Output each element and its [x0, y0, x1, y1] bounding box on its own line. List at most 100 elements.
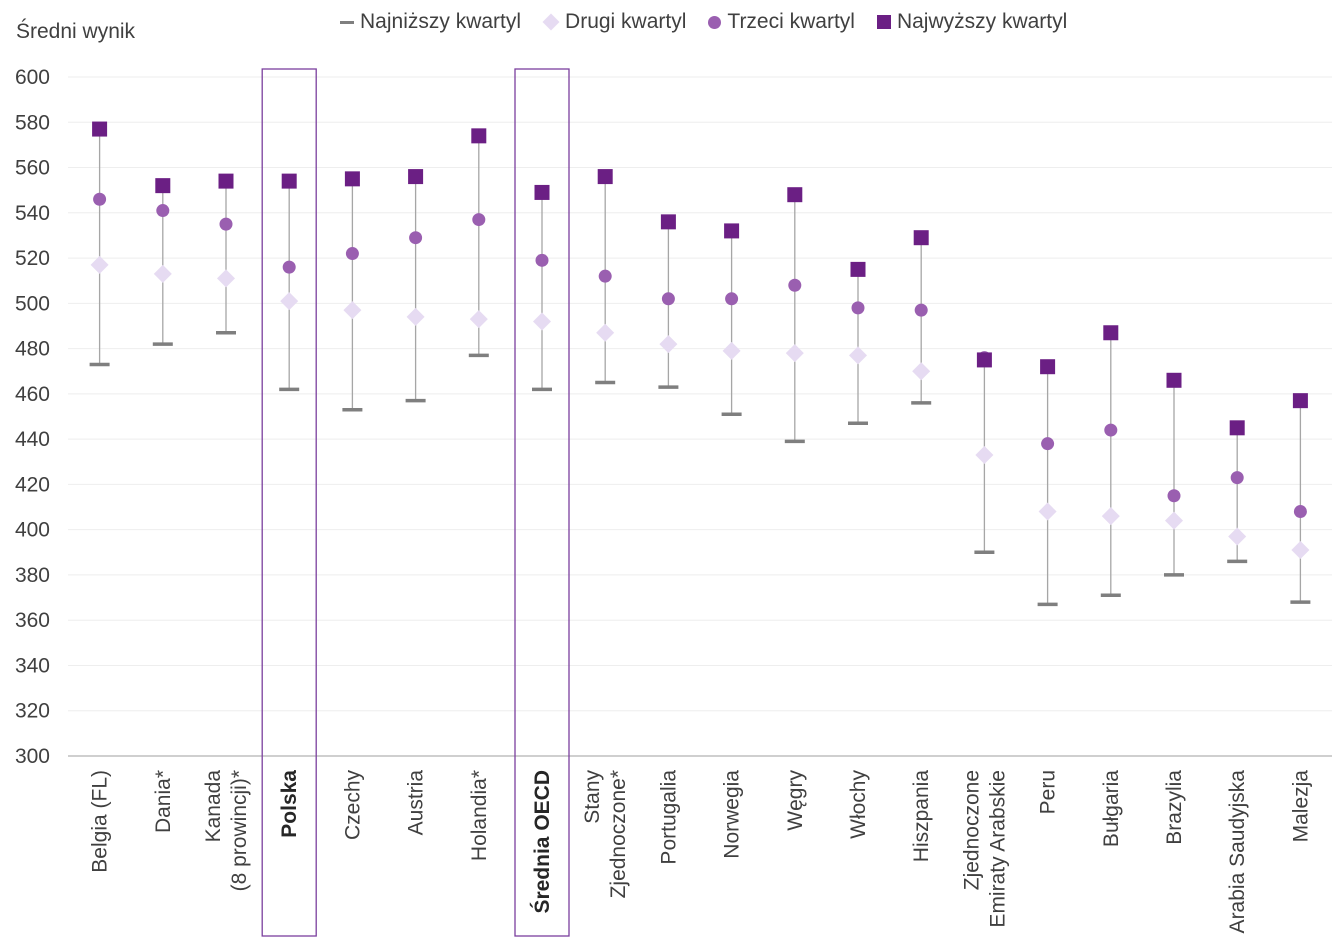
x-category-label: Stany — [581, 770, 604, 824]
highest-quartile-marker — [976, 352, 992, 368]
highest-quartile-marker — [1103, 325, 1119, 341]
x-category-label: Zjednoczone* — [607, 770, 630, 898]
second-quartile-marker — [217, 269, 235, 288]
highest-quartile-marker — [218, 173, 234, 189]
legend-item-lowest: Najniższy kwartyl — [340, 10, 521, 34]
second-quartile-marker — [849, 346, 867, 365]
second-quartile-marker — [1228, 527, 1247, 546]
x-category-label: Hiszpania — [910, 770, 933, 863]
legend: Najniższy kwartyl Drugi kwartyl Trzeci k… — [340, 10, 1067, 34]
y-tick-label: 520 — [15, 247, 50, 270]
highlight-box — [514, 68, 570, 937]
highest-quartile-marker — [1166, 372, 1182, 388]
second-quartile-marker — [90, 255, 109, 274]
second-quartile-marker — [722, 341, 741, 360]
highest-quartile-marker — [1040, 359, 1056, 375]
highest-quartile-marker — [92, 121, 108, 137]
legend-item-third: Trzeci kwartyl — [708, 10, 855, 34]
highest-quartile-marker — [787, 187, 803, 203]
second-quartile-marker — [469, 310, 488, 329]
third-quartile-marker — [1293, 505, 1307, 519]
highest-quartile-marker — [597, 169, 613, 185]
third-quartile-marker — [725, 292, 739, 306]
second-quartile-marker — [280, 292, 299, 311]
y-tick-label: 500 — [15, 292, 50, 315]
legend-label-third: Trzeci kwartyl — [727, 10, 855, 33]
third-quartile-marker — [282, 260, 296, 274]
third-quartile-marker — [472, 213, 486, 227]
y-tick-label: 340 — [15, 654, 50, 677]
highest-quartile-marker — [850, 261, 866, 277]
x-category-label: Dania* — [152, 770, 175, 833]
highest-quartile-marker — [344, 171, 360, 187]
third-quartile-marker — [1104, 423, 1118, 437]
third-quartile-marker — [914, 303, 928, 317]
highest-quartile-marker — [1292, 393, 1308, 409]
second-quartile-marker — [153, 264, 172, 283]
highest-quartile-marker — [408, 169, 424, 185]
highest-quartile-marker — [724, 223, 740, 239]
x-category-label: Belgia (FL) — [89, 770, 112, 873]
y-tick-label: 600 — [15, 66, 50, 89]
third-quartile-marker — [345, 247, 359, 261]
highlight-box — [261, 68, 317, 937]
highest-quartile-marker — [660, 214, 676, 230]
x-category-label: Brazylia — [1163, 770, 1186, 845]
y-tick-label: 440 — [15, 428, 50, 451]
second-quartile-marker — [1101, 507, 1120, 526]
legend-item-highest: Najwyższy kwartyl — [876, 10, 1068, 34]
third-quartile-marker — [535, 253, 549, 267]
x-category-label: Norwegia — [721, 770, 744, 859]
second-quartile-marker — [1038, 502, 1057, 521]
second-quartile-marker — [975, 445, 994, 464]
third-quartile-marker — [93, 192, 107, 206]
x-category-label: Czechy — [341, 770, 364, 841]
dash-marker-icon — [340, 20, 354, 24]
x-category-label: Polska — [278, 770, 301, 838]
x-category-label: Emiraty Arabskie — [986, 770, 1009, 928]
x-category-label: Austria — [405, 770, 428, 836]
third-quartile-marker — [661, 292, 675, 306]
y-tick-label: 380 — [15, 564, 50, 587]
second-quartile-marker — [406, 307, 425, 326]
third-quartile-marker — [219, 217, 233, 231]
y-tick-label: 420 — [15, 473, 50, 496]
third-quartile-marker — [1230, 471, 1244, 485]
y-tick-label: 580 — [15, 111, 50, 134]
legend-label-highest: Najwyższy kwartyl — [896, 10, 1068, 33]
third-quartile-marker — [156, 204, 170, 218]
x-category-label: Włochy — [847, 770, 870, 839]
x-category-label: Holandia* — [468, 770, 491, 861]
highest-quartile-marker — [534, 184, 550, 200]
second-quartile-marker — [343, 301, 362, 320]
second-quartile-marker — [1291, 541, 1310, 560]
highest-quartile-marker — [1229, 420, 1245, 436]
y-tick-label: 460 — [15, 383, 50, 406]
x-category-label: Średnia OECD — [530, 770, 554, 914]
legend-label-second: Drugi kwartyl — [565, 10, 687, 33]
highest-quartile-marker — [471, 128, 487, 144]
y-tick-label: 400 — [15, 519, 50, 542]
circle-marker-icon — [708, 15, 722, 29]
second-quartile-marker — [596, 323, 615, 342]
x-category-label: Portugalia — [657, 770, 680, 865]
y-tick-label: 540 — [15, 202, 50, 225]
third-quartile-marker — [598, 269, 612, 283]
y-axis-title: Średni wynik — [16, 20, 136, 43]
x-category-label: Węgry — [784, 770, 807, 831]
second-quartile-marker — [1165, 511, 1183, 530]
legend-label-lowest: Najniższy kwartyl — [360, 10, 522, 33]
x-category-label: (8 prowincji)* — [228, 770, 251, 891]
highest-quartile-marker — [281, 173, 297, 189]
y-tick-label: 300 — [15, 745, 50, 768]
third-quartile-marker — [851, 301, 865, 315]
x-category-label: Kanada — [202, 770, 225, 843]
second-quartile-marker — [659, 335, 678, 354]
highest-quartile-marker — [155, 178, 171, 194]
y-tick-label: 560 — [15, 157, 50, 180]
second-quartile-marker — [533, 312, 551, 331]
y-tick-label: 480 — [15, 338, 50, 361]
x-category-label: Arabia Saudyjska — [1226, 770, 1249, 934]
square-marker-icon — [876, 15, 891, 29]
x-category-label: Zjednoczone — [960, 770, 983, 890]
